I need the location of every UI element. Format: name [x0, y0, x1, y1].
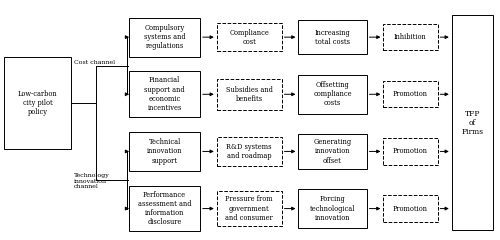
- Text: Inhibition: Inhibition: [394, 33, 427, 41]
- FancyBboxPatch shape: [4, 57, 71, 149]
- FancyBboxPatch shape: [216, 137, 282, 166]
- Text: Low-carbon
city pilot
policy: Low-carbon city pilot policy: [18, 90, 58, 116]
- FancyBboxPatch shape: [216, 192, 282, 226]
- Text: Increasing
total costs: Increasing total costs: [314, 29, 350, 46]
- Text: Promotion: Promotion: [393, 204, 428, 213]
- Text: Pressure from
government
and consumer: Pressure from government and consumer: [226, 195, 273, 222]
- FancyBboxPatch shape: [216, 78, 282, 110]
- Text: Technology
innovation
channel: Technology innovation channel: [74, 173, 110, 189]
- Text: Compulsory
systems and
regulations: Compulsory systems and regulations: [144, 24, 186, 50]
- FancyBboxPatch shape: [129, 72, 200, 117]
- FancyBboxPatch shape: [298, 75, 366, 114]
- FancyBboxPatch shape: [129, 186, 200, 231]
- Text: Performance
assessment and
information
disclosure: Performance assessment and information d…: [138, 191, 192, 226]
- FancyBboxPatch shape: [216, 23, 282, 51]
- FancyBboxPatch shape: [298, 134, 366, 168]
- Text: R&D systems
and roadmap: R&D systems and roadmap: [226, 143, 272, 160]
- FancyBboxPatch shape: [384, 81, 438, 108]
- Text: Forcing
technological
innovation: Forcing technological innovation: [310, 195, 355, 222]
- Text: Generating
innovation
offset: Generating innovation offset: [314, 138, 352, 165]
- FancyBboxPatch shape: [129, 18, 200, 57]
- Text: Compliance
cost: Compliance cost: [229, 29, 269, 46]
- FancyBboxPatch shape: [384, 24, 438, 50]
- Text: Promotion: Promotion: [393, 90, 428, 98]
- Text: Promotion: Promotion: [393, 147, 428, 156]
- FancyBboxPatch shape: [298, 189, 366, 228]
- Text: Financial
support and
economic
incentives: Financial support and economic incentive…: [144, 77, 185, 112]
- FancyBboxPatch shape: [129, 132, 200, 171]
- Text: Cost channel: Cost channel: [74, 60, 116, 65]
- FancyBboxPatch shape: [384, 138, 438, 165]
- Text: Technical
innovation
support: Technical innovation support: [147, 138, 182, 165]
- FancyBboxPatch shape: [384, 195, 438, 222]
- Text: Offsetting
compliance
costs: Offsetting compliance costs: [313, 81, 352, 108]
- Text: Subsidies and
benefits: Subsidies and benefits: [226, 86, 272, 103]
- FancyBboxPatch shape: [452, 15, 494, 230]
- FancyBboxPatch shape: [298, 20, 366, 54]
- Text: TFP
of
Firms: TFP of Firms: [462, 110, 483, 136]
